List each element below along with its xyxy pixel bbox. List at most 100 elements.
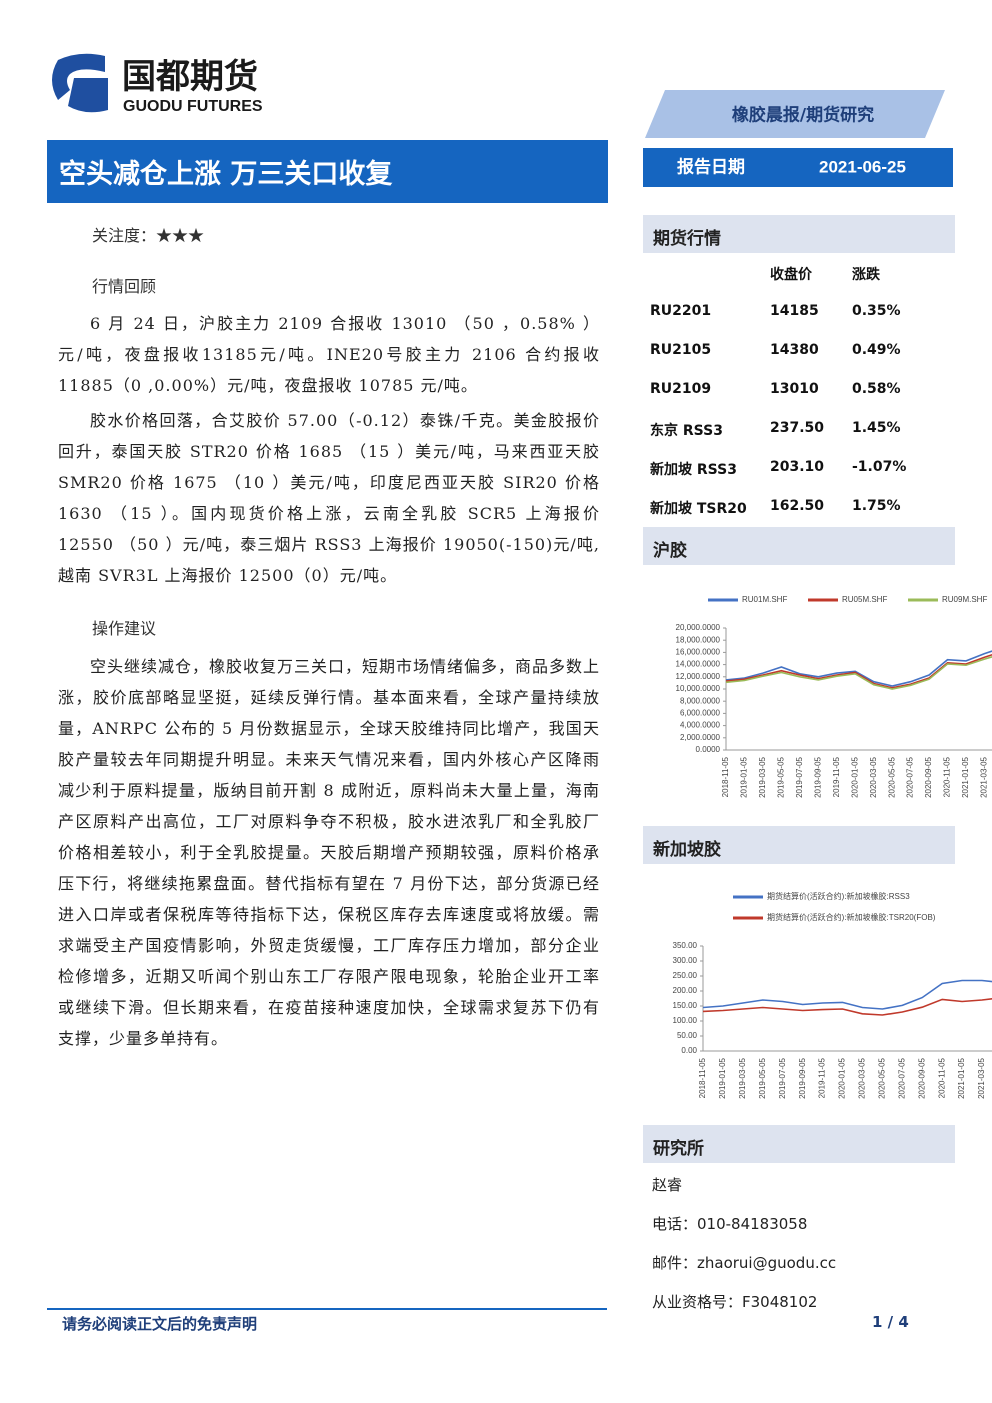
legend-label: 期货结算价(活跃合约):新加坡橡胶:TSR20(FOB) [767,912,936,922]
paragraph: 6 月 24 日，沪胶主力 2109 合报收 13010 （50 ，0.58% … [58,314,600,395]
table-cell: 0.35% [852,303,901,319]
table-cell: 新加坡 TSR20 [650,501,747,517]
chart: 0.0000 2,000.0000 4,000.0000 6,000.0000 8,00… [676,595,992,798]
y-tick-label: 16,000.0000 [676,648,721,657]
x-tick-label: 2019-09-05 [798,1057,807,1098]
x-tick-label: 2020-07-05 [897,1057,906,1098]
page-number: 1 / 4 [872,1313,909,1331]
y-tick-label: 0.00 [681,1046,697,1055]
y-tick-label: 10,000.0000 [676,684,721,693]
y-tick-label: 6,000.0000 [680,709,721,718]
x-tick-label: 2020-05-05 [887,756,896,797]
table-cell: 东京 RSS3 [650,423,723,439]
research-line: 电话：010-84183058 [652,1215,808,1233]
y-tick-label: 4,000.0000 [680,721,721,730]
y-tick-label: 200.00 [673,986,698,995]
x-tick-label: 2020-03-05 [869,756,878,797]
table-cell: 203.10 [770,459,825,475]
table-cell: RU2201 [650,303,712,319]
x-tick-label: 2019-03-05 [758,756,767,797]
series-line [702,979,992,1010]
x-tick-label: 2021-03-05 [977,1057,986,1098]
date: 2021-06-25 [819,157,906,176]
x-tick-label: 2020-05-05 [877,1057,886,1098]
x-tick-label: 2019-01-05 [718,1057,727,1098]
table-cell: 13010 [770,381,819,397]
x-tick-label: 2021-01-05 [957,1057,966,1098]
section-heading: 行情回顾 [92,277,157,296]
table-cell: 0.58% [852,381,901,397]
table-cell: 1.45% [852,420,901,436]
disclaimer: 请务必阅读正文后的免责声明 [62,1315,258,1333]
y-tick-label: 250.00 [673,971,698,980]
y-tick-label: 20,000.0000 [676,623,721,632]
section-title: 研究所 [653,1139,704,1159]
legend-label: 期货结算价(活跃合约):新加坡橡胶:RSS3 [767,891,910,901]
x-tick-label: 2019-11-05 [818,1057,827,1098]
category-band [645,90,945,138]
y-tick-label: 300.00 [673,956,698,965]
logo-cn: 国都期货 [122,57,258,97]
section-band: 沪胶 [643,527,955,565]
x-tick-label: 2020-11-05 [943,756,952,797]
y-tick-label: 50.00 [677,1031,698,1040]
section-title: 期货行情 [653,229,721,249]
paragraph: 空头继续减仓，橡胶收复万三关口，短期市场情绪偏多，商品多数上涨，胶价底部略显坚挺… [58,657,601,1048]
series-line [725,650,992,687]
section-band: 新加坡胶 [643,826,955,864]
research-line: 邮件：zhaorui@guodu.cc [652,1254,837,1272]
x-tick-label: 2020-11-05 [937,1057,946,1098]
y-tick-label: 100.00 [673,1016,698,1025]
x-tick-label: 2018-11-05 [698,1057,707,1098]
table-cell: 新加坡 RSS3 [650,462,737,478]
table-cell: 162.50 [770,498,825,514]
paragraph: 胶水价格回落，合艾胶价 57.00（-0.12）泰铢/千克。美金胶报价回升，泰国… [58,411,600,585]
x-tick-label: 2019-09-05 [813,756,822,797]
title-band: 空头减仓上涨 万三关口收复 [47,140,608,203]
attention: 关注度：★★★ [92,226,205,245]
x-tick-label: 2021-01-05 [961,756,970,797]
footer-rule [47,1308,607,1310]
table-cell: 0.49% [852,342,901,358]
table-cell: 14185 [770,303,819,319]
series-line [702,997,992,1016]
y-tick-label: 350.00 [673,941,698,950]
table-cell: 14380 [770,342,819,358]
legend-label: RU05M.SHF [842,595,887,604]
x-tick-label: 2020-03-05 [858,1057,867,1098]
y-tick-label: 0.0000 [696,745,721,754]
table-cell: 1.75% [852,498,901,514]
table-cell: -1.07% [852,459,907,475]
table-cell: 237.50 [770,420,825,436]
section-heading: 操作建议 [92,619,157,638]
logo: 国都期货 GUODU FUTURES [52,53,263,115]
legend-label: RU09M.SHF [942,595,987,604]
x-tick-label: 2021-03-05 [980,756,989,797]
y-tick-label: 8,000.0000 [680,696,721,705]
title: 空头减仓上涨 万三关口收复 [59,159,393,190]
x-tick-label: 2019-05-05 [776,756,785,797]
logo-mark [68,78,108,113]
date-band [643,148,953,187]
x-tick-label: 2018-11-05 [721,756,730,797]
x-tick-label: 2019-07-05 [795,756,804,797]
column-header: 收盘价 [770,267,812,283]
chart: 0.00 50.00 100.00 150.00 200.00 250.00 300.00 3… [673,891,992,1099]
table-cell: RU2105 [650,342,712,358]
section-title: 沪胶 [653,541,687,561]
y-tick-label: 18,000.0000 [676,635,721,644]
y-tick-label: 14,000.0000 [676,660,721,669]
y-tick-label: 150.00 [673,1001,698,1010]
y-tick-label: 2,000.0000 [680,733,721,742]
x-tick-label: 2019-11-05 [832,756,841,797]
table-cell: RU2109 [650,381,712,397]
x-tick-label: 2019-05-05 [758,1057,767,1098]
x-tick-label: 2020-01-05 [850,756,859,797]
x-tick-label: 2020-09-05 [917,1057,926,1098]
section-band: 研究所 [643,1125,955,1163]
logo-en: GUODU FUTURES [123,98,263,115]
category: 橡胶晨报/期货研究 [732,105,874,126]
logo-mark [52,53,105,100]
x-tick-label: 2020-09-05 [924,756,933,797]
